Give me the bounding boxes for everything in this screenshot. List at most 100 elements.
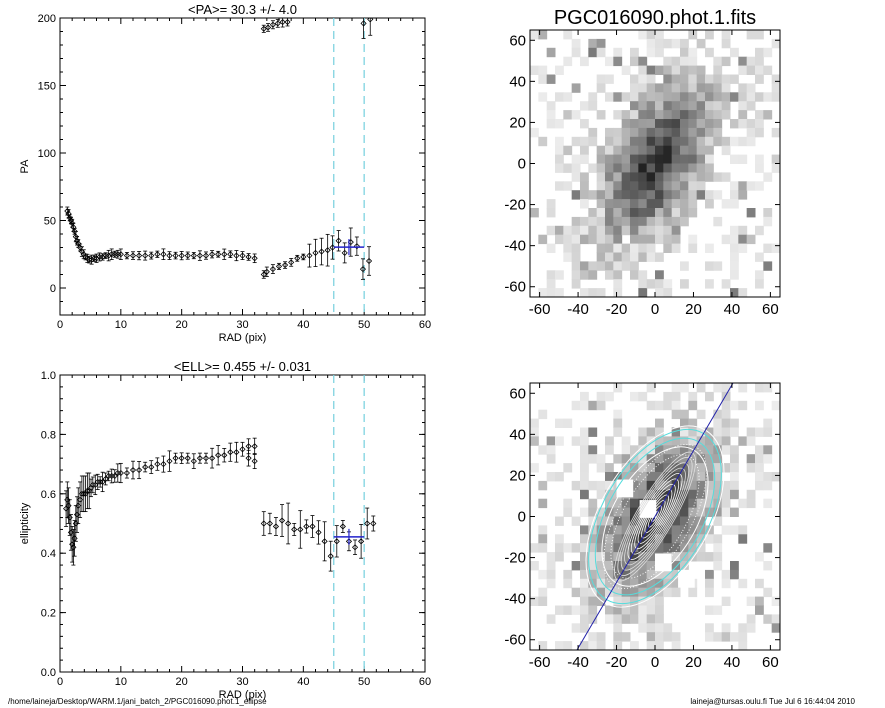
image-pixel (655, 110, 664, 120)
image-pixel (721, 56, 731, 67)
image-pixel (738, 436, 748, 446)
image-pixel (571, 543, 581, 553)
data-point (66, 514, 73, 521)
image-pixel (555, 605, 564, 615)
image-pixel (663, 234, 673, 245)
image-pixel (605, 445, 614, 455)
image-pixel (571, 605, 581, 615)
image-pixel (763, 110, 773, 120)
image-pixel (613, 279, 623, 289)
image-pixel (680, 436, 689, 446)
image-pixel (538, 74, 548, 84)
image-pixel (630, 172, 639, 182)
image-pixel (580, 525, 589, 535)
image-pixel (688, 454, 698, 464)
image-pixel (713, 427, 723, 437)
image-pixel (596, 154, 606, 164)
image-pixel (721, 38, 731, 49)
data-point (239, 252, 246, 259)
image-pixel (621, 92, 631, 102)
image-pixel (588, 614, 598, 624)
image-pixel (671, 199, 681, 209)
image-pixel (688, 65, 698, 75)
image-pixel (696, 101, 706, 111)
image-pixel (538, 65, 548, 75)
image-pixel (763, 587, 773, 598)
image-pixel (538, 136, 548, 147)
data-point (129, 252, 137, 259)
image-pixel (705, 136, 714, 147)
image-pixel (646, 543, 656, 553)
data-point (278, 517, 286, 524)
image-pixel (663, 623, 673, 633)
x-tick-label: 40 (724, 654, 741, 671)
image-pixel (613, 614, 623, 624)
image-pixel (696, 172, 706, 182)
image-pixel (696, 38, 706, 49)
data-point (233, 252, 240, 259)
image-pixel (721, 30, 731, 40)
image-pixel (580, 614, 589, 624)
data-point (102, 475, 109, 483)
image-pixel (621, 498, 631, 509)
data-point (184, 252, 191, 259)
image-pixel (680, 463, 689, 473)
image-pixel (605, 136, 614, 147)
image-pixel (655, 172, 664, 182)
image-pixel (546, 270, 556, 280)
image-pixel (663, 391, 673, 402)
image-pixel (596, 641, 606, 650)
data-point (96, 253, 103, 261)
data-point (78, 490, 85, 497)
image-pixel (638, 208, 648, 218)
image-pixel (705, 445, 714, 455)
data-point (202, 455, 210, 462)
image-pixel (596, 110, 606, 120)
image-pixel (655, 288, 664, 297)
image-pixel (680, 516, 689, 526)
image-pixel (646, 516, 656, 526)
image-pixel (555, 641, 564, 650)
image-pixel (621, 516, 631, 526)
image-pixel (730, 190, 739, 200)
image-pixel (580, 534, 589, 544)
image-pixel (646, 534, 656, 544)
image-pixel (638, 480, 648, 491)
image-pixel (688, 101, 698, 111)
image-pixel (763, 92, 773, 102)
image-pixel (696, 127, 706, 138)
image-pixel (630, 552, 639, 562)
y-tick-label: -60 (504, 632, 526, 649)
image-pixel (530, 65, 539, 75)
data-point (82, 490, 89, 497)
image-pixel (688, 480, 698, 491)
image-pixel (571, 47, 581, 58)
image-pixel (613, 587, 623, 598)
image-pixel (588, 552, 598, 562)
image-pixel (655, 30, 664, 40)
image-pixel (630, 391, 639, 402)
image-pixel (638, 56, 648, 67)
image-pixel (680, 127, 689, 138)
image-pixel (588, 136, 598, 147)
image-pixel (688, 534, 698, 544)
data-point (111, 251, 118, 258)
image-pixel (721, 400, 731, 411)
image-pixel (580, 427, 589, 437)
image-pixel (546, 119, 556, 129)
y-tick-label: 0 (50, 283, 56, 295)
image-pixel (680, 208, 689, 218)
image-pixel (638, 516, 648, 526)
y-tick-label: 100 (38, 148, 56, 160)
image-pixel (680, 525, 689, 535)
image-pixel (688, 154, 698, 164)
image-pixel (730, 632, 739, 642)
image-pixel (755, 463, 764, 473)
image-pixel (646, 38, 656, 49)
image-pixel (688, 83, 698, 93)
image-pixel (605, 534, 614, 544)
image-pixel (713, 261, 723, 271)
image-pixel (713, 480, 723, 491)
image-pixel (555, 163, 564, 173)
